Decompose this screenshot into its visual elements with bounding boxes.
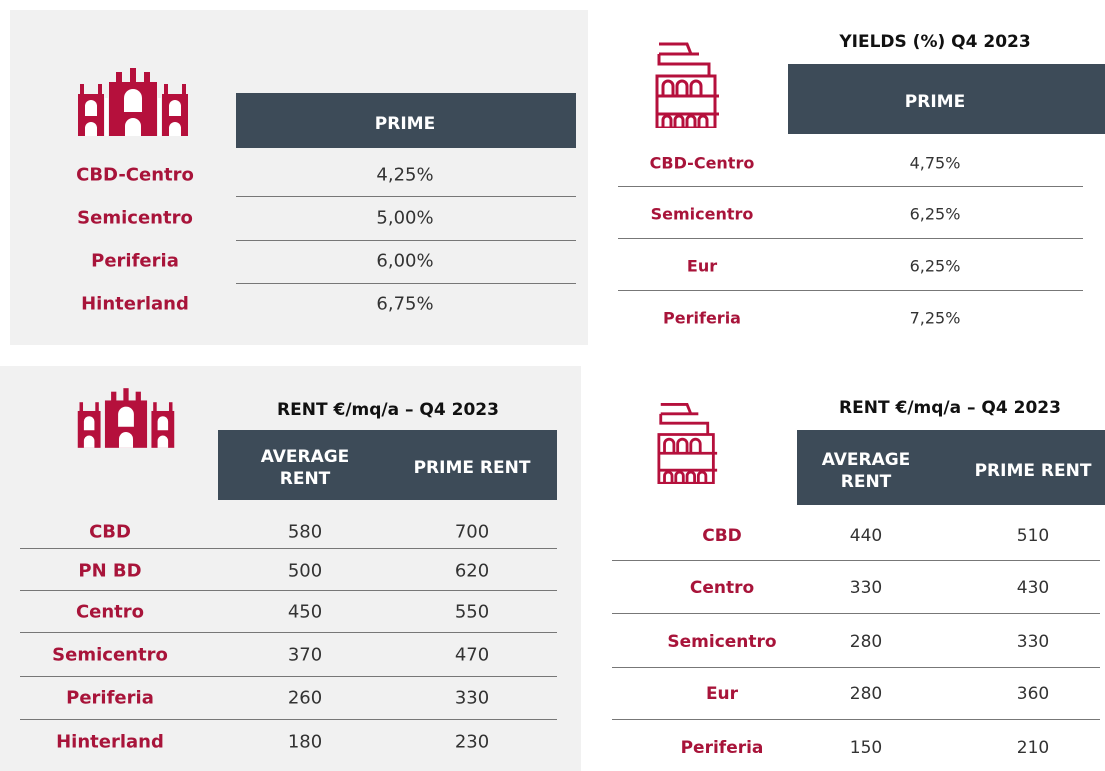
- row-separator: [236, 240, 576, 241]
- row-label: Centro: [75, 601, 145, 623]
- row-separator: [612, 613, 1100, 614]
- cell-value: 6,00%: [376, 250, 434, 272]
- panel-bg: [10, 10, 588, 345]
- cell-value: 370: [287, 644, 323, 666]
- row-label: Hinterland: [81, 293, 189, 315]
- cell-value: 360: [1016, 684, 1050, 704]
- header-bar: [236, 93, 576, 148]
- row-separator: [20, 632, 557, 633]
- cell-value: 6,75%: [376, 293, 434, 315]
- cell-value: 6,25%: [909, 256, 961, 276]
- row-separator: [618, 186, 1083, 187]
- cell-value: 620: [454, 560, 490, 582]
- row-label: CBD-Centro: [76, 164, 194, 186]
- row-separator: [20, 676, 557, 677]
- row-separator: [20, 590, 557, 591]
- row-separator: [236, 283, 576, 284]
- cell-value: 150: [849, 738, 883, 758]
- cell-value: 260: [287, 687, 323, 709]
- cell-value: 180: [287, 731, 323, 753]
- cell-value: 280: [849, 632, 883, 652]
- cell-value: 280: [849, 684, 883, 704]
- table-title: YIELDS (%) Q4 2023: [839, 32, 1031, 52]
- row-label: Hinterland: [56, 731, 164, 753]
- cell-value: 450: [287, 601, 323, 623]
- row-label: Eur: [686, 256, 718, 276]
- cell-value: 330: [454, 687, 490, 709]
- row-label: Semicentro: [52, 644, 168, 666]
- column-header: AVERAGE RENT: [260, 447, 350, 489]
- cell-value: 6,25%: [909, 204, 961, 224]
- column-header: PRIME: [904, 92, 966, 112]
- row-label: CBD: [702, 526, 742, 546]
- cell-value: 330: [1016, 632, 1050, 652]
- table-title: RENT €/mq/a – Q4 2023: [839, 398, 1061, 418]
- cell-value: 470: [454, 644, 490, 666]
- row-label: Periferia: [663, 308, 741, 328]
- cell-value: 4,75%: [909, 153, 961, 173]
- cell-value: 500: [287, 560, 323, 582]
- cell-value: 5,00%: [376, 207, 434, 229]
- cell-value: 510: [1016, 526, 1050, 546]
- cell-value: 4,25%: [376, 164, 434, 186]
- row-separator: [618, 238, 1083, 239]
- row-label: PN BD: [78, 560, 142, 582]
- row-label: Periferia: [66, 687, 154, 709]
- cell-value: 440: [849, 526, 883, 546]
- row-separator: [612, 667, 1100, 668]
- milan-icon: [78, 68, 188, 136]
- row-separator: [20, 719, 557, 720]
- row-separator: [612, 719, 1100, 720]
- row-label: Semicentro: [650, 204, 754, 224]
- colosseum-icon: [655, 42, 719, 128]
- row-label: Periferia: [680, 738, 764, 758]
- row-label: Centro: [689, 578, 755, 598]
- milan-icon: [77, 388, 175, 448]
- header-bar: [788, 64, 1105, 134]
- row-label: CBD: [89, 521, 131, 543]
- row-label: Eur: [705, 684, 739, 704]
- cell-value: 550: [454, 601, 490, 623]
- table-title: RENT €/mq/a – Q4 2023: [277, 400, 499, 420]
- cell-value: 580: [287, 521, 323, 543]
- cell-value: 700: [454, 521, 490, 543]
- column-header: PRIME: [374, 113, 436, 134]
- cell-value: 210: [1016, 738, 1050, 758]
- row-separator: [20, 548, 557, 549]
- colosseum-icon: [657, 403, 718, 484]
- column-header: PRIME RENT: [974, 460, 1092, 481]
- column-header: AVERAGE RENT: [821, 449, 911, 492]
- column-header: PRIME RENT: [413, 458, 531, 478]
- header-bar: [797, 430, 1105, 505]
- row-label: CBD-Centro: [649, 153, 755, 173]
- header-bar: [218, 430, 557, 500]
- row-label: Periferia: [91, 250, 179, 272]
- cell-value: 430: [1016, 578, 1050, 598]
- row-label: Semicentro: [77, 207, 193, 229]
- cell-value: 330: [849, 578, 883, 598]
- cell-value: 230: [454, 731, 490, 753]
- row-separator: [612, 560, 1100, 561]
- row-separator: [618, 290, 1083, 291]
- cell-value: 7,25%: [909, 308, 961, 328]
- row-separator: [236, 196, 576, 197]
- row-label: Semicentro: [667, 632, 777, 652]
